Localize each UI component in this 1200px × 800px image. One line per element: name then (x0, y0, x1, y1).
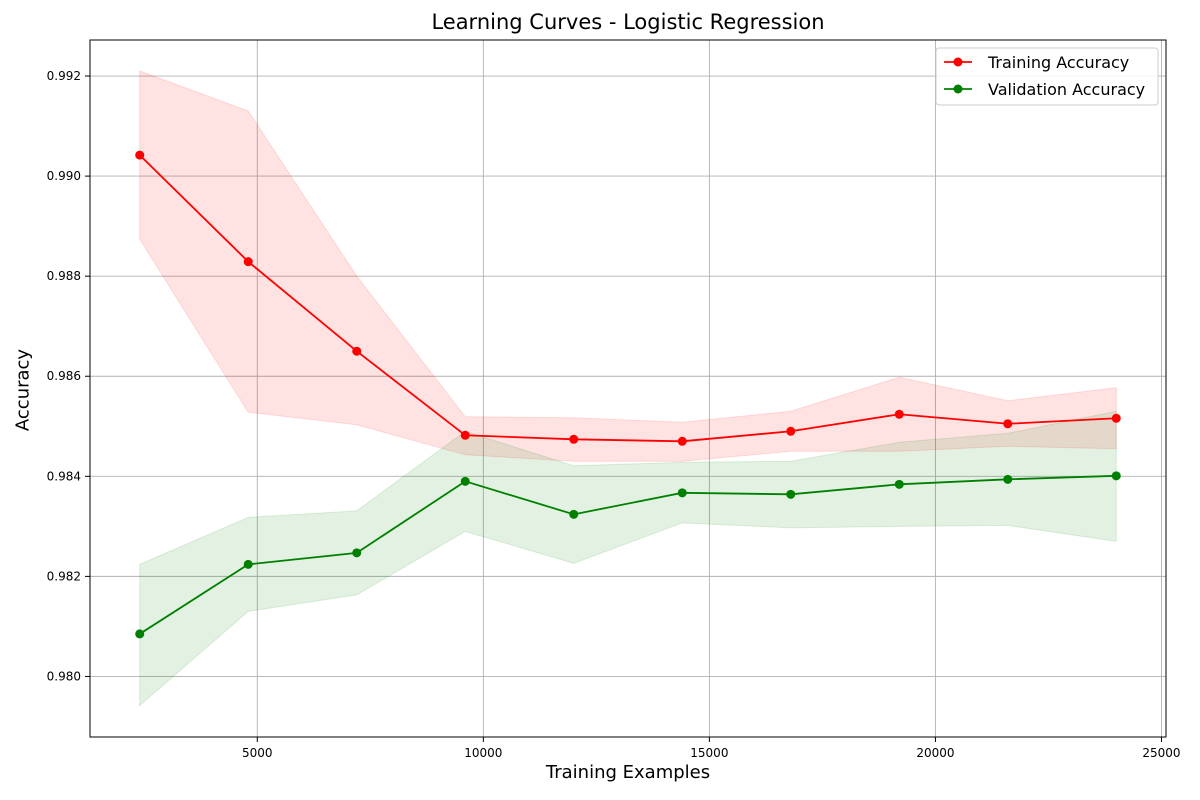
data-point-validation (135, 629, 145, 639)
series-line-training (139, 154, 1117, 443)
series-line-validation (139, 474, 1117, 635)
x-tick-label: 25000 (1142, 746, 1180, 760)
legend-label-validation: Validation Accuracy (988, 80, 1145, 99)
data-point-validation (243, 559, 253, 569)
data-point-training (135, 150, 145, 160)
axes-frame (89, 39, 1167, 738)
legend: Training Accuracy Validation Accuracy (935, 47, 1159, 106)
data-point-validation (677, 488, 687, 498)
series-band-training (139, 70, 1117, 462)
series-band-validation (139, 410, 1117, 707)
data-point-training (243, 257, 253, 267)
x-tick-label: 10000 (464, 746, 502, 760)
y-tick-label: 0.982 (47, 569, 81, 583)
data-point-training (352, 346, 362, 356)
data-point-validation (1003, 474, 1013, 484)
y-tick-label: 0.988 (47, 269, 81, 283)
x-tick-label: 15000 (690, 746, 728, 760)
data-point-training (569, 434, 579, 444)
y-tick-label: 0.990 (47, 169, 81, 183)
data-point-validation (894, 479, 904, 489)
data-point-validation (460, 476, 470, 486)
data-point-training (1111, 413, 1121, 423)
x-axis-label: Training Examples (545, 762, 711, 783)
legend-label-training: Training Accuracy (987, 53, 1129, 72)
data-point-training (677, 436, 687, 446)
legend-marker-training (953, 57, 963, 67)
data-point-validation (1111, 471, 1121, 481)
data-point-training (786, 426, 796, 436)
data-point-validation (786, 489, 796, 499)
data-point-training (460, 430, 470, 440)
data-point-training (894, 409, 904, 419)
y-tick-label: 0.992 (47, 69, 81, 83)
data-point-validation (569, 509, 579, 519)
legend-box (935, 47, 1159, 106)
data-point-validation (352, 548, 362, 558)
y-tick-label: 0.984 (47, 469, 81, 483)
legend-marker-validation (953, 84, 963, 94)
chart-title: Learning Curves - Logistic Regression (431, 10, 825, 34)
y-tick-label: 0.980 (47, 669, 81, 683)
x-tick-label: 20000 (916, 746, 954, 760)
data-point-training (1003, 419, 1013, 429)
x-tick-label: 5000 (242, 746, 273, 760)
y-tick-label: 0.986 (47, 369, 81, 383)
